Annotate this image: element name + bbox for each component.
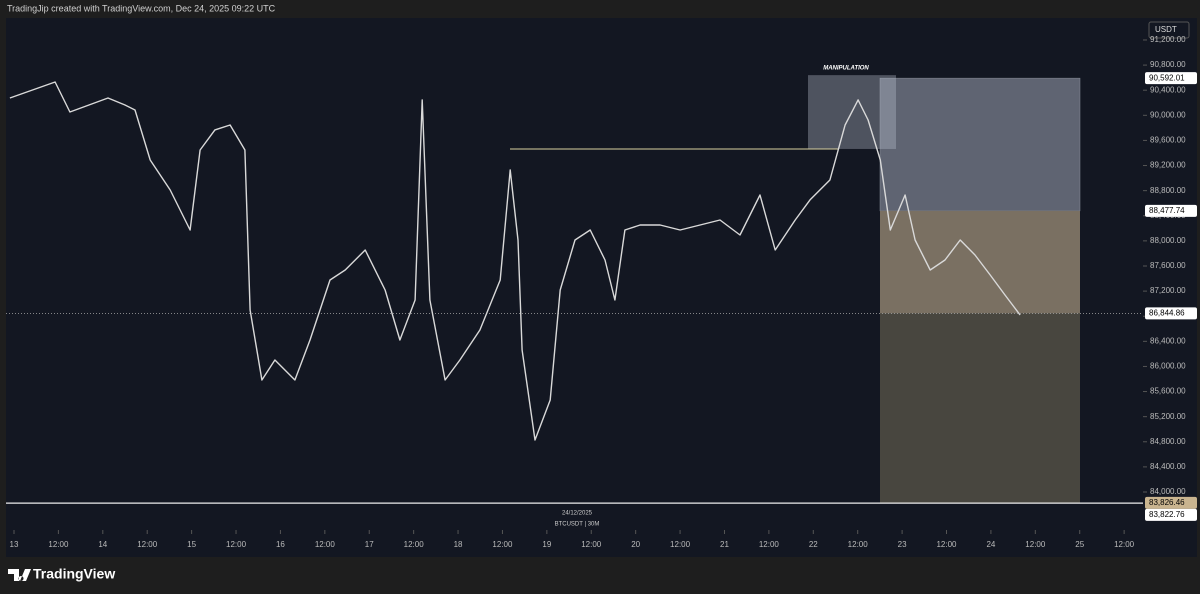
x-tick-label: 12:00	[581, 540, 602, 549]
y-tick-label: 85,200.00	[1150, 412, 1186, 421]
x-tick-label: 17	[365, 540, 374, 549]
y-tick-label: 85,600.00	[1150, 387, 1186, 396]
x-tick-label: 12:00	[848, 540, 869, 549]
x-tick-label: 23	[898, 540, 907, 549]
y-tick-label: 90,400.00	[1150, 85, 1186, 94]
x-tick-label: 12:00	[759, 540, 780, 549]
x-tick-label: 12:00	[492, 540, 513, 549]
y-tick-label: 90,000.00	[1150, 110, 1186, 119]
logo-text: TradingView	[33, 566, 115, 582]
x-tick-label: 16	[276, 540, 285, 549]
y-tick-label: 87,200.00	[1150, 286, 1186, 295]
x-tick-label: 12:00	[48, 540, 69, 549]
y-tick-label: 84,400.00	[1150, 462, 1186, 471]
x-tick-label: 12:00	[404, 540, 425, 549]
price-tag	[1145, 307, 1197, 320]
y-tick-label: 86,000.00	[1150, 362, 1186, 371]
y-tick-label: 89,600.00	[1150, 136, 1186, 145]
header-text: TradingJip created with TradingView.com,…	[7, 3, 276, 13]
x-tick-label: 12:00	[1025, 540, 1046, 549]
x-tick-label: 13	[10, 540, 19, 549]
x-tick-label: 12:00	[137, 540, 158, 549]
logo[interactable]: TradingView	[8, 566, 115, 582]
price-tag	[1145, 72, 1197, 85]
y-tick-label: 90,800.00	[1150, 60, 1186, 69]
y-tick-label: 89,200.00	[1150, 161, 1186, 170]
stop-zone	[879, 77, 1081, 212]
price-tag	[1145, 508, 1197, 521]
x-tick-label: 12:00	[315, 540, 336, 549]
y-tick-label: 84,800.00	[1150, 437, 1186, 446]
target-zone	[880, 313, 1080, 503]
price-line	[9, 81, 1021, 441]
x-tick-label: 14	[98, 540, 107, 549]
y-tick-label: 84,000.00	[1150, 487, 1186, 496]
logo-icon	[8, 569, 31, 581]
x-tick-label: 19	[542, 540, 551, 549]
plot-layer: 84,000.00 84,400.00 84,800.00 85,200.00 85,6…	[6, 35, 1197, 549]
price-tag-label: 83,822.76	[1149, 510, 1185, 519]
x-tick-label: 24	[986, 540, 995, 549]
y-tick-label: 88,800.00	[1150, 186, 1186, 195]
price-tag-label: 83,826.46	[1149, 498, 1185, 507]
symbol-label: BTCUSDT | 30M	[555, 522, 600, 528]
time-axis	[6, 505, 1197, 557]
y-tick-label: 86,400.00	[1150, 336, 1186, 345]
x-tick-label: 25	[1075, 540, 1084, 549]
annotation: MANIPULATION	[823, 66, 869, 72]
x-tick-label: 12:00	[1114, 540, 1135, 549]
price-tag-label: 86,844.86	[1149, 309, 1185, 318]
x-tick-label: 21	[720, 540, 729, 549]
y-tick-label: 91,200.00	[1150, 35, 1186, 44]
y-tick-label: 87,600.00	[1150, 261, 1186, 270]
x-tick-label: 12:00	[226, 540, 247, 549]
price-tag-label: 90,592.01	[1149, 73, 1185, 82]
currency-label: USDT	[1155, 25, 1177, 34]
x-tick-label: 18	[454, 540, 463, 549]
date-label: 24/12/2025	[562, 511, 593, 517]
x-tick-label: 12:00	[670, 540, 691, 549]
y-tick-label: 88,000.00	[1150, 236, 1186, 245]
x-tick-label: 22	[809, 540, 818, 549]
price-axis	[1143, 18, 1197, 528]
price-tag-label: 88,477.74	[1149, 206, 1185, 215]
currency-badge[interactable]	[1148, 21, 1190, 39]
price-tag	[1145, 204, 1197, 217]
x-tick-label: 12:00	[936, 540, 957, 549]
x-tick-label: 15	[187, 540, 196, 549]
x-tick-label: 20	[631, 540, 640, 549]
price-tag	[1145, 496, 1197, 509]
